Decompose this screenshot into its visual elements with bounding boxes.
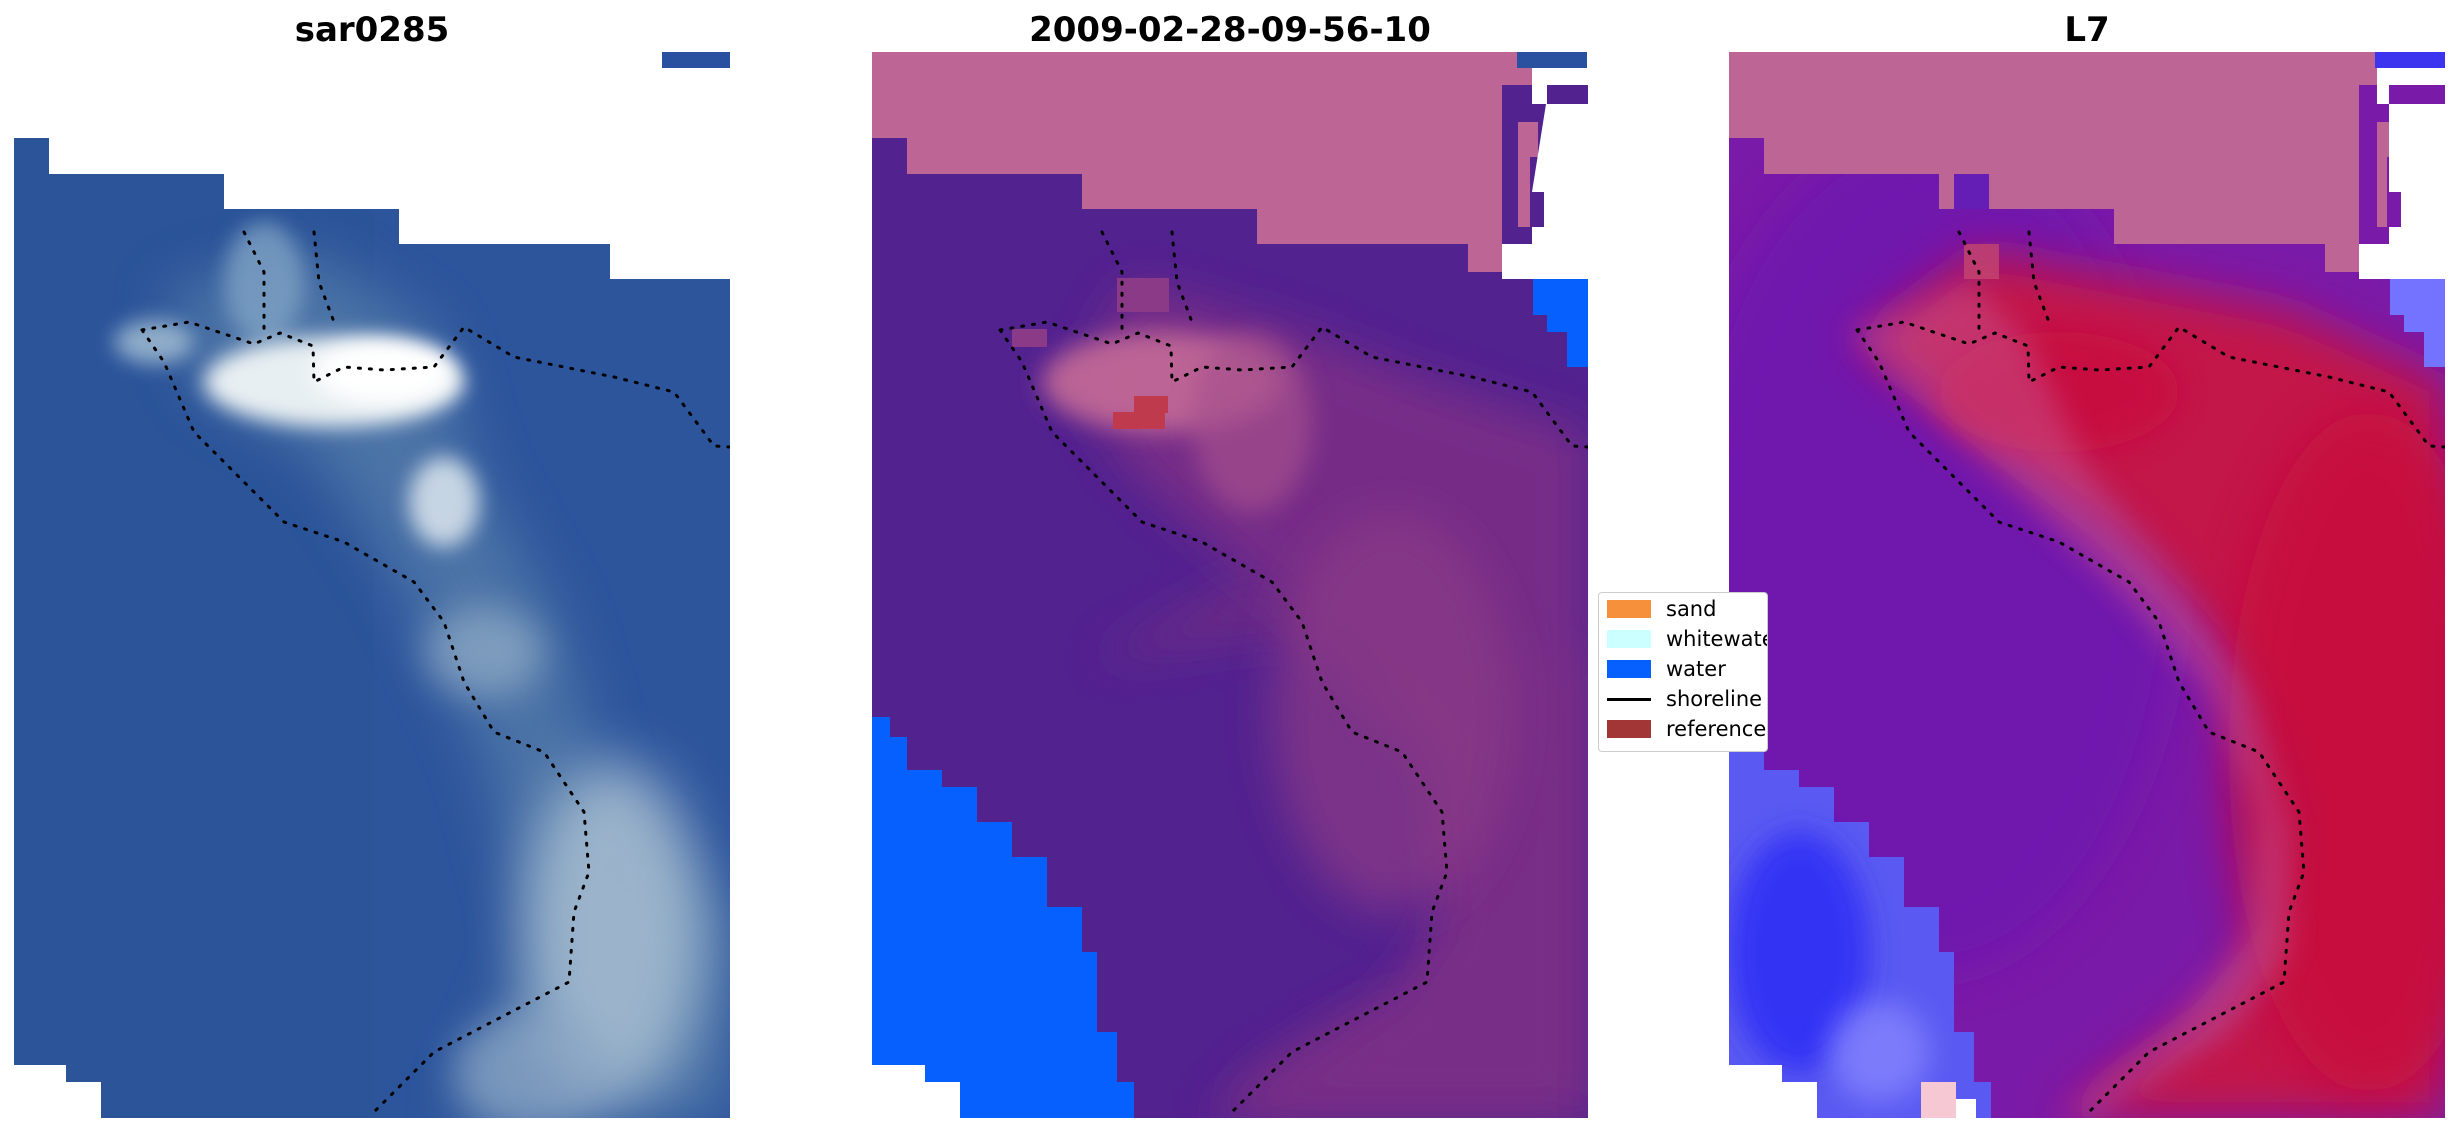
- panel-title-1: sar0285: [294, 10, 450, 50]
- index-map: [1729, 52, 2445, 1118]
- scale-bar: [662, 52, 730, 68]
- whitewater-swatch: [1607, 630, 1651, 648]
- legend-label-reference: reference: [1666, 717, 1767, 741]
- legend-label-sand: sand: [1666, 597, 1717, 621]
- legend: sand whitewater water shoreline referenc…: [1598, 592, 1768, 752]
- panel-title-3: L7: [2064, 10, 2110, 50]
- scale-bar: [1517, 52, 1587, 68]
- legend-label-shoreline: shoreline: [1666, 687, 1763, 711]
- rgb-satellite-image: [14, 52, 730, 1118]
- classification-map: [872, 52, 1588, 1118]
- shoreline-path: [1855, 230, 2445, 1114]
- legend-item-shoreline: shoreline: [1607, 685, 1762, 713]
- legend-item-whitewater: whitewater: [1607, 625, 1767, 653]
- shoreline-line-swatch: [1607, 697, 1651, 701]
- legend-label-whitewater: whitewater: [1666, 627, 1767, 651]
- legend-item-water: water: [1607, 655, 1726, 683]
- legend-label-water: water: [1666, 657, 1726, 681]
- legend-item-sand: sand: [1607, 595, 1716, 623]
- scale-bar: [2375, 52, 2445, 68]
- panel-title-2: 2009-02-28-09-56-10: [1029, 10, 1431, 50]
- sand-swatch: [1607, 600, 1651, 618]
- reference-swatch: [1607, 720, 1651, 738]
- water-swatch: [1607, 660, 1651, 678]
- shoreline-path: [140, 230, 730, 1114]
- legend-item-reference: reference: [1607, 715, 1766, 743]
- shoreline-path: [998, 230, 1588, 1114]
